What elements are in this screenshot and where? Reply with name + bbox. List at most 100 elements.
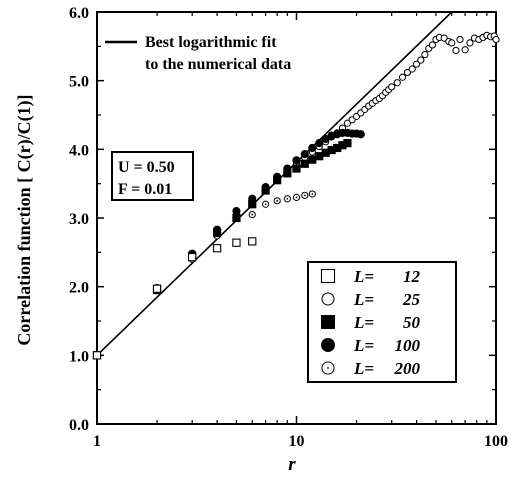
legend-prefix: L= <box>353 313 374 332</box>
data-point <box>343 119 352 127</box>
legend-marker <box>321 338 335 352</box>
data-point <box>398 73 407 81</box>
data-point <box>421 50 429 59</box>
data-point <box>343 139 352 148</box>
data-point <box>417 56 425 64</box>
data-point <box>152 284 162 293</box>
data-point <box>300 159 309 168</box>
dotted-circle-dot <box>286 197 289 200</box>
legend-value: 25 <box>402 290 421 309</box>
y-tick-label: 1.0 <box>69 348 89 365</box>
data-point <box>461 46 469 54</box>
legend-value: 100 <box>395 336 421 355</box>
data-point <box>388 83 396 91</box>
fit-legend-line2: to the numerical data <box>145 56 291 73</box>
data-point <box>428 41 437 49</box>
legend-entry-L25: L= 25 <box>321 290 421 309</box>
legend-value: 12 <box>403 267 421 286</box>
data-point <box>283 169 292 178</box>
data-point <box>308 155 317 164</box>
legend-entry-L100: L= 100 <box>321 336 421 355</box>
legend-value: 200 <box>394 359 421 378</box>
data-point <box>321 134 330 144</box>
data-point <box>292 164 301 173</box>
dotted-circle-dot <box>276 199 279 202</box>
legend-prefix: L= <box>353 359 374 378</box>
data-point <box>301 191 309 199</box>
data-point <box>92 351 102 360</box>
y-tick-label: 4.0 <box>69 142 89 159</box>
data-point <box>448 39 456 47</box>
series-L12 <box>92 237 257 360</box>
data-point <box>261 200 270 208</box>
dotted-circle-dot <box>295 196 298 199</box>
legend-entry-L200: L= 200 <box>321 359 421 378</box>
legend-prefix: L= <box>353 267 374 286</box>
dotted-circle-dot <box>251 213 254 216</box>
series-L200 <box>93 190 316 359</box>
legend-value: 50 <box>403 313 421 332</box>
x-axis-label: r <box>288 454 296 475</box>
data-point <box>248 200 257 209</box>
data-point <box>213 229 222 238</box>
dotted-circle-dot <box>311 193 314 195</box>
parameter-f: F = 0.01 <box>118 181 172 198</box>
data-point <box>403 68 412 77</box>
data-point <box>232 238 241 247</box>
data-point <box>232 207 241 216</box>
legend-entry-L12: L= 12 <box>320 267 421 286</box>
data-point <box>232 213 241 223</box>
data-point <box>248 237 257 246</box>
data-point <box>356 130 365 139</box>
axes: 0.0 1.0 2.0 3.0 4.0 5.0 6.0 1 10 100 <box>69 5 508 450</box>
y-tick-label: 0.0 <box>69 417 89 434</box>
data-point <box>492 35 500 44</box>
x-tick-label: 10 <box>289 433 305 450</box>
data-point <box>292 193 301 201</box>
dotted-circle-dot <box>264 203 267 206</box>
data-point <box>261 186 270 195</box>
legend-prefix: L= <box>353 290 374 309</box>
data-point <box>315 139 324 148</box>
parameter-box-frame <box>111 151 194 201</box>
series-L50 <box>92 139 352 360</box>
data-point <box>408 65 416 73</box>
legend-marker <box>321 361 335 375</box>
x-tick-label: 1 <box>93 433 101 450</box>
legend-prefix: L= <box>353 336 374 355</box>
data-point <box>283 195 291 203</box>
x-tick-label: 100 <box>484 433 508 450</box>
fit-legend-line1: Best logarithmic fit <box>145 34 277 51</box>
data-point <box>300 150 309 159</box>
series-legend: L= 12 L= 25 L= 50 L= 100 L= 200 <box>307 261 457 383</box>
y-tick-label: 6.0 <box>69 5 89 22</box>
data-point <box>292 156 301 165</box>
data-point <box>212 244 222 253</box>
data-point <box>456 35 464 44</box>
parameter-box: U = 0.50 F = 0.01 <box>111 151 194 201</box>
y-tick-label: 5.0 <box>69 74 89 91</box>
dotted-circle-dot <box>327 367 329 369</box>
data-point <box>248 210 256 219</box>
legend-entry-L50: L= 50 <box>321 313 421 332</box>
data-point <box>308 143 317 153</box>
legend-marker <box>321 292 335 306</box>
y-tick-label: 2.0 <box>69 280 89 297</box>
dotted-circle-dot <box>303 194 306 197</box>
data-points-layer <box>92 31 500 360</box>
y-axis-label: Correlation function [ C(r)/C(1)] <box>14 94 35 345</box>
legend-marker <box>321 315 335 329</box>
fit-legend: Best logarithmic fit to the numerical da… <box>105 34 291 73</box>
data-point <box>188 252 197 262</box>
data-point <box>393 79 401 87</box>
data-point <box>273 176 282 185</box>
y-tick-label: 3.0 <box>69 211 89 228</box>
data-point <box>413 60 421 68</box>
data-point <box>273 197 281 205</box>
legend-marker <box>320 268 336 284</box>
data-point <box>308 190 316 198</box>
data-point <box>466 39 474 47</box>
parameter-u: U = 0.50 <box>118 159 175 176</box>
data-point <box>452 46 460 55</box>
